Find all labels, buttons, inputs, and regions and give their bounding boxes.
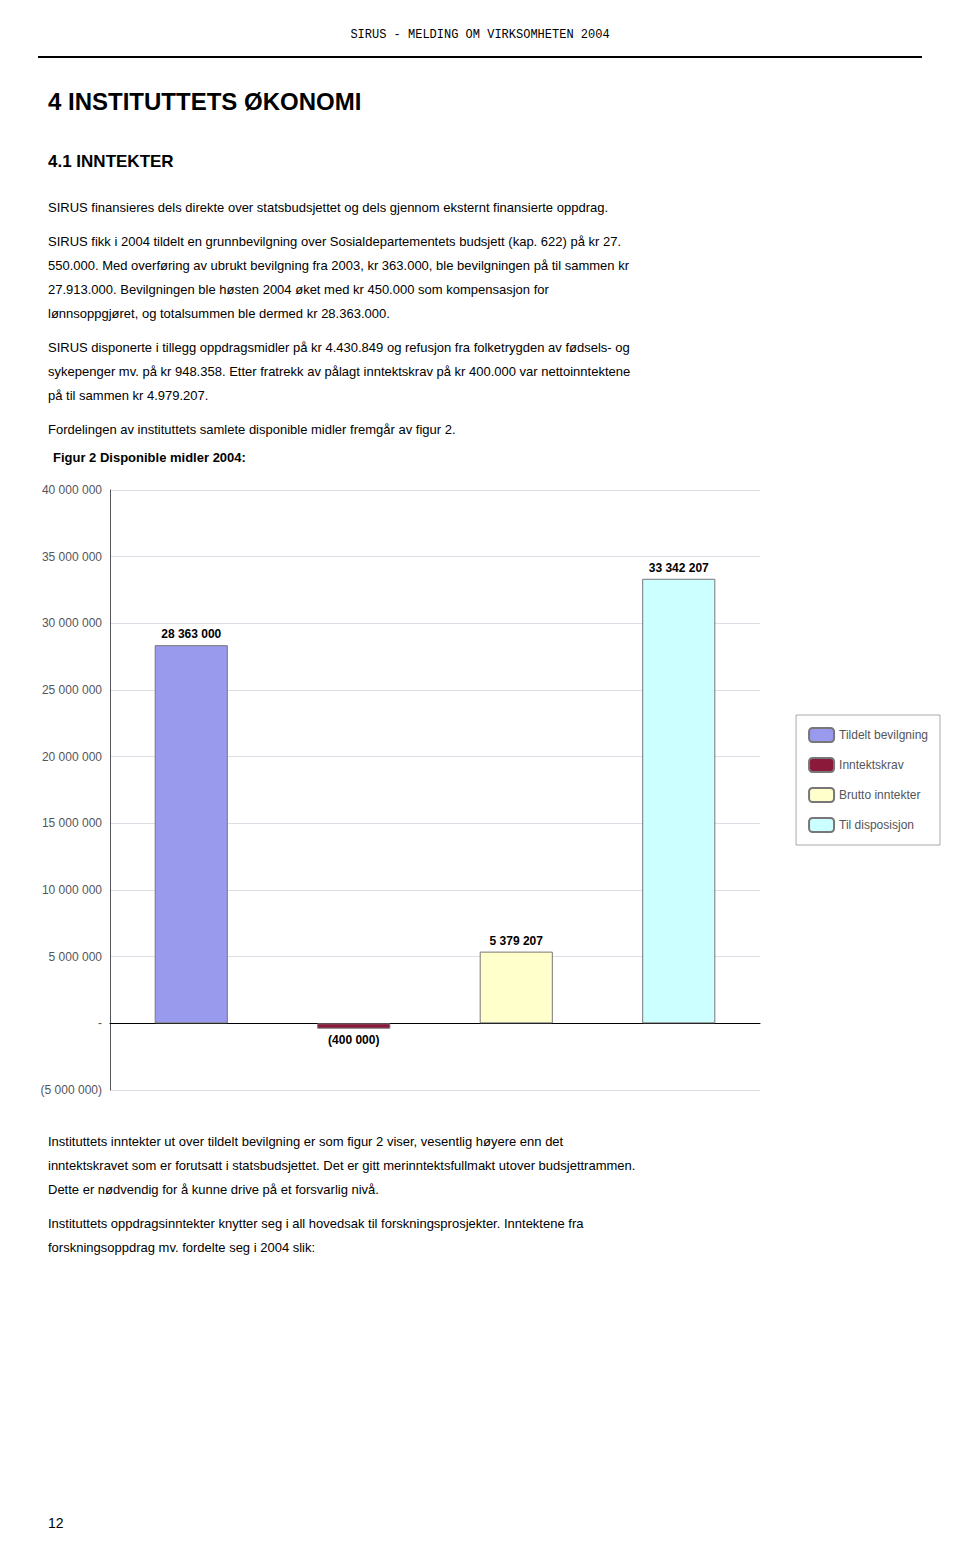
svg-text:40 000 000: 40 000 000 xyxy=(42,483,102,497)
html-text:SIRUS finansieres dels direkte: SIRUS finansieres dels direkte over stat… xyxy=(48,200,608,215)
html-text:forskningsoppdrag mv. fordelte: forskningsoppdrag mv. fordelte seg i 200… xyxy=(48,1240,316,1255)
html-text:Instituttets oppdragsinntekter: Instituttets oppdragsinntekter knytter s… xyxy=(48,1216,584,1231)
html-text:4 INSTITUTTETS ØKONOMI: 4 INSTITUTTETS ØKONOMI xyxy=(48,88,362,115)
svg-text:Brutto inntekter: Brutto inntekter xyxy=(839,788,920,802)
svg-text:Inntektskrav: Inntektskrav xyxy=(839,758,904,772)
svg-text:10 000 000: 10 000 000 xyxy=(42,883,102,897)
html-text:4.1 INNTEKTER: 4.1 INNTEKTER xyxy=(48,152,174,171)
svg-text:Til disposisjon: Til disposisjon xyxy=(839,818,914,832)
html-text:SIRUS fikk i 2004 tildelt en g: SIRUS fikk i 2004 tildelt en grunnbevilg… xyxy=(48,234,622,249)
html-text:sykepenger mv. på kr 948.358.: sykepenger mv. på kr 948.358. Etter frat… xyxy=(48,364,631,379)
html-text:Instituttets inntekter ut over: Instituttets inntekter ut over tildelt b… xyxy=(48,1134,564,1149)
html-text:lønnsoppgjøret, og totalsummen: lønnsoppgjøret, og totalsummen ble derme… xyxy=(48,306,390,321)
svg-text:15 000 000: 15 000 000 xyxy=(42,816,102,830)
html-text:Dette er nødvendig for å kunne: Dette er nødvendig for å kunne drive på … xyxy=(48,1182,379,1197)
svg-text:30 000 000: 30 000 000 xyxy=(42,616,102,630)
svg-text:-: - xyxy=(98,1016,102,1030)
svg-text:5 000 000: 5 000 000 xyxy=(49,950,103,964)
svg-text:(400 000): (400 000) xyxy=(328,1033,379,1047)
svg-text:5 379 207: 5 379 207 xyxy=(490,934,544,948)
svg-text:35 000 000: 35 000 000 xyxy=(42,550,102,564)
svg-text:20 000 000: 20 000 000 xyxy=(42,750,102,764)
svg-text:Tildelt bevilgning: Tildelt bevilgning xyxy=(839,728,928,742)
svg-text:25 000 000: 25 000 000 xyxy=(42,683,102,697)
svg-text:Figur 2 Disponible midler 2004: Figur 2 Disponible midler 2004: xyxy=(53,450,246,465)
html-text:inntektskravet som er forutsat: inntektskravet som er forutsatt i statsb… xyxy=(48,1158,636,1173)
html-text:SIRUS disponerte i tillegg opp: SIRUS disponerte i tillegg oppdragsmidle… xyxy=(48,340,630,355)
html-text:på til sammen kr 4.979.207.: på til sammen kr 4.979.207. xyxy=(48,388,209,403)
svg-text:(5 000 000): (5 000 000) xyxy=(41,1083,102,1097)
html-text:12: 12 xyxy=(48,1515,64,1531)
html-text:SIRUS - MELDING OM VIRKSOMHETE: SIRUS - MELDING OM VIRKSOMHETEN 2004 xyxy=(350,28,610,42)
html-text:27.913.000. Bevilgningen ble h: 27.913.000. Bevilgningen ble høsten 2004… xyxy=(48,282,549,297)
html-text:Fordelingen av instituttets sa: Fordelingen av instituttets samlete disp… xyxy=(48,422,456,437)
svg-text:28 363 000: 28 363 000 xyxy=(161,627,221,641)
svg-text:33 342 207: 33 342 207 xyxy=(649,561,709,575)
html-text:550.000. Med overføring av ubr: 550.000. Med overføring av ubrukt bevilg… xyxy=(48,258,629,273)
